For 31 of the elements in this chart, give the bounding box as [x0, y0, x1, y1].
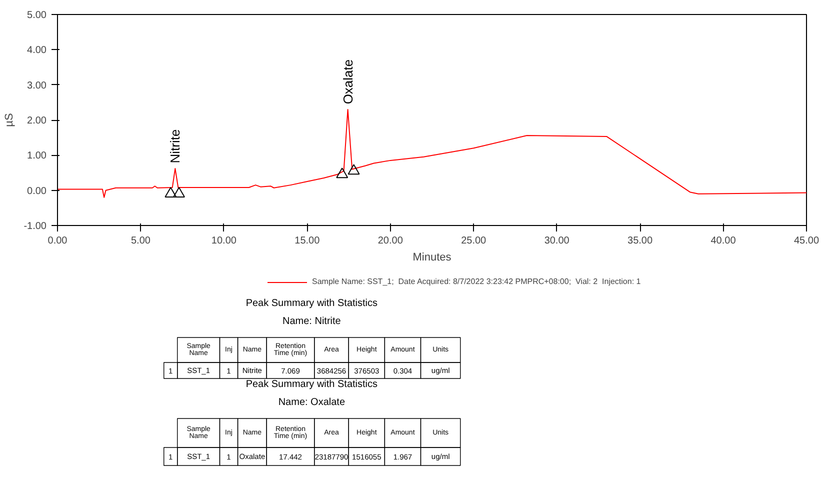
x-axis-title: Minutes — [412, 252, 452, 264]
x-tick-label: 30.00 — [544, 236, 570, 246]
annotation: Nitrite — [168, 129, 183, 164]
text: Peak Summary with Statistics — [246, 298, 378, 309]
x-tick-label: 35.00 — [628, 236, 654, 246]
point — [164, 187, 177, 198]
point — [348, 164, 360, 175]
point — [173, 187, 186, 198]
y-tick-label: 1.00 — [27, 150, 47, 162]
x-tick-label: 15.00 — [294, 236, 320, 246]
line-series — [58, 108, 806, 198]
y-axis-title: µS — [4, 113, 16, 127]
annotation: Oxalate — [340, 59, 356, 104]
y-tick-label: 0.00 — [27, 186, 47, 197]
point — [336, 168, 348, 178]
y-tick-label: 2.00 — [27, 116, 47, 126]
text: Name: Nitrite — [282, 316, 342, 327]
x-tick-label: 0.00 — [48, 236, 68, 246]
y-tick-label: 5.00 — [27, 10, 47, 21]
y-tick-label: 3.00 — [27, 80, 47, 92]
y-tick-label: 4.00 — [27, 45, 47, 56]
text: Peak Summary with Statistics — [246, 379, 378, 390]
x-tick-label: 10.00 — [211, 236, 237, 246]
x-tick-label: 40.00 — [710, 236, 736, 246]
x-tick-label: 45.00 — [794, 236, 820, 246]
legend-label: Sample Name: SST_1; Date Acquired: 8/7/2022 3:23:42 PMPRC+08:00; Vial: 2 Injection: 1 — [312, 277, 641, 286]
x-tick-label: 5.00 — [130, 236, 151, 246]
text: Name: Oxalate — [278, 397, 346, 408]
y-tick-label: -1.00 — [24, 221, 47, 232]
x-tick-label: 25.00 — [461, 236, 487, 246]
x-tick-label: 20.00 — [378, 236, 404, 246]
